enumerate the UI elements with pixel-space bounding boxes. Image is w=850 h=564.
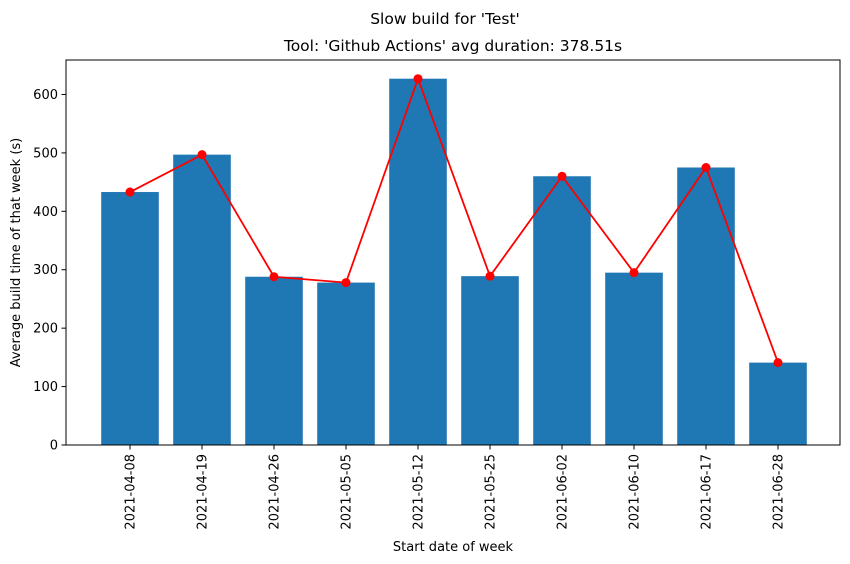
x-tick-label-2021-06-17: 2021-06-17	[700, 454, 715, 530]
x-axis-label: Start date of week	[393, 540, 514, 555]
x-tick-label-2021-05-25: 2021-05-25	[484, 454, 499, 530]
x-tick-label-2021-05-12: 2021-05-12	[412, 454, 427, 530]
x-tick-label-2021-06-10: 2021-06-10	[628, 454, 643, 530]
bar-2021-05-05	[317, 282, 375, 445]
line-point-2021-06-10	[629, 268, 639, 278]
y-tick-label-100: 100	[33, 380, 58, 395]
line-point-2021-06-02	[557, 171, 567, 181]
line-point-2021-06-17	[701, 162, 711, 172]
trend-line	[129, 76, 779, 363]
x-tick-label-2021-04-26: 2021-04-26	[268, 454, 283, 530]
line-point-2021-06-28	[773, 358, 783, 368]
y-tick-label-400: 400	[33, 205, 58, 220]
y-tick-label-500: 500	[33, 146, 58, 161]
line-point-2021-04-19	[197, 150, 207, 160]
x-axis-ticks: 2021-04-08 2021-04-19 2021-04-26 2021-05-05…	[124, 445, 787, 530]
bar-2021-05-25	[461, 276, 519, 445]
x-tick-label-2021-06-28: 2021-06-28	[772, 454, 787, 530]
bars-layer	[101, 78, 807, 445]
y-axis-label: Average build time of that week (s)	[9, 138, 24, 368]
line-point-2021-05-25	[485, 271, 495, 281]
chart-title: Tool: 'Github Actions' avg duration: 378…	[283, 37, 622, 55]
bar-2021-06-10	[605, 272, 663, 445]
line-layer	[125, 74, 783, 368]
x-tick-label-2021-06-02: 2021-06-02	[556, 454, 571, 530]
bar-2021-04-08	[101, 192, 159, 445]
line-point-2021-04-26	[269, 272, 279, 282]
axes-frame	[65, 59, 841, 446]
plot-area-border	[65, 59, 841, 446]
line-point-2021-05-12	[413, 74, 423, 84]
y-tick-label-0: 0	[50, 439, 58, 454]
bar-2021-05-12	[389, 78, 447, 445]
bar-2021-04-19	[173, 154, 231, 445]
x-tick-label-2021-04-19: 2021-04-19	[196, 454, 211, 530]
bar-2021-06-17	[677, 167, 735, 445]
y-axis-ticks: 0 100 200 300 400 500 600	[33, 88, 66, 454]
line-point-2021-04-08	[125, 187, 135, 197]
y-tick-label-600: 600	[33, 88, 58, 103]
bar-2021-06-28	[749, 362, 807, 445]
line-point-2021-05-05	[341, 278, 351, 288]
y-tick-label-300: 300	[33, 263, 58, 278]
bar-2021-06-02	[533, 176, 591, 445]
x-tick-label-2021-05-05: 2021-05-05	[340, 454, 355, 530]
x-tick-label-2021-04-08: 2021-04-08	[124, 454, 139, 530]
y-tick-label-200: 200	[33, 322, 58, 337]
bar-2021-04-26	[245, 276, 303, 445]
chart-suptitle: Slow build for 'Test'	[370, 10, 520, 28]
